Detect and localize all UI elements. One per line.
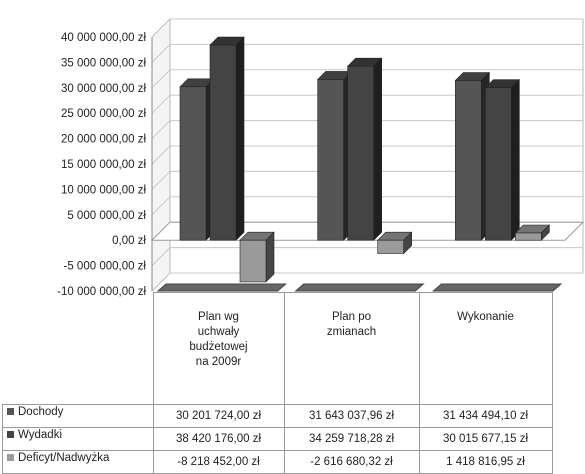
data-label: -2 616 680,32 zł xyxy=(283,450,420,474)
bar xyxy=(455,80,482,241)
legend-key-dochody xyxy=(7,408,14,416)
table-row-wydadki: Wydadki 38 420 176,00 zł 34 259 718,28 z… xyxy=(2,427,553,451)
table-row-dochody: Dochody 30 201 724,00 zł 31 643 037,96 z… xyxy=(2,404,553,428)
data-label: 31 643 037,96 zł xyxy=(283,404,420,428)
bar xyxy=(347,65,374,241)
row-header-deficyt: Deficyt/Nadwyżka xyxy=(2,450,154,474)
gridline xyxy=(151,69,583,89)
data-label: 34 259 718,28 zł xyxy=(283,427,420,451)
gridline xyxy=(151,170,583,190)
chart-svg: 40 000 000,00 zł 35 000 000,00 zł 30 000 0… xyxy=(57,17,585,298)
category-line: Plan po xyxy=(331,311,371,323)
category-line: Wykonanie xyxy=(457,311,514,323)
bar-side xyxy=(373,57,382,241)
category-line: Plan wg xyxy=(198,311,239,323)
y-tick-label: -5 000 000,00 zł xyxy=(64,261,147,273)
bar xyxy=(377,239,404,254)
series-name: Deficyt/Nadwyżka xyxy=(18,452,110,464)
table-category-header: Wykonanie xyxy=(418,292,553,405)
category-line: na 2009r xyxy=(195,356,242,368)
data-label: 30 201 724,00 zł xyxy=(152,404,285,428)
table-header-row: Plan wg uchwały budżetowej na 2009r Plan… xyxy=(3,292,553,405)
table-corner-cell xyxy=(3,293,154,405)
category-line: zmianach xyxy=(326,326,377,338)
legend-key-deficyt xyxy=(7,454,14,462)
gridline xyxy=(151,43,583,63)
series-name: Dochody xyxy=(18,406,64,418)
series-name: Wydadki xyxy=(18,429,62,441)
category-line: uchwały xyxy=(197,326,240,338)
bar xyxy=(209,44,237,241)
gridline xyxy=(151,145,583,165)
data-label: 1 418 816,95 zł xyxy=(418,450,553,474)
y-tick-label: -10 000 000,00 zł xyxy=(57,286,146,298)
floor-marker xyxy=(432,283,563,292)
category-line: budżetowej xyxy=(189,341,248,353)
y-tick-label: 30 000 000,00 zł xyxy=(61,83,146,95)
table-row-deficyt: Deficyt/Nadwyżka -8 218 452,00 zł -2 616… xyxy=(2,450,553,474)
data-label: 31 434 494,10 zł xyxy=(418,404,553,428)
data-table: Plan wg uchwały budżetowej na 2009r Plan… xyxy=(2,292,553,474)
y-tick-label: 5 000 000,00 zł xyxy=(67,210,146,222)
gridline xyxy=(151,196,583,216)
gridline xyxy=(151,120,583,139)
data-label: 30 015 677,15 zł xyxy=(418,427,553,451)
gridline xyxy=(151,18,583,38)
y-tick-label: 0,00 zł xyxy=(112,235,146,247)
row-header-dochody: Dochody xyxy=(2,404,154,428)
bar-side xyxy=(511,78,520,241)
gridline xyxy=(151,247,583,266)
y-tick-label: 25 000 000,00 zł xyxy=(61,108,146,120)
y-tick-label: 10 000 000,00 zł xyxy=(61,184,146,196)
data-label: -8 218 452,00 zł xyxy=(152,450,285,474)
row-header-wydadki: Wydadki xyxy=(2,427,154,451)
y-tick-label: 40 000 000,00 zł xyxy=(61,32,146,44)
table-category-header: Plan wg uchwały budżetowej na 2009r xyxy=(152,292,285,405)
bar xyxy=(515,232,542,241)
y-tick-label: 35 000 000,00 zł xyxy=(61,57,146,69)
bar-side xyxy=(265,231,275,283)
bar xyxy=(485,87,512,241)
table-category-header: Plan po zmianach xyxy=(283,292,420,405)
gridline xyxy=(151,272,583,292)
legend-key-wydadki xyxy=(7,431,14,439)
data-label: 38 420 176,00 zł xyxy=(152,427,285,451)
y-tick-label: 15 000 000,00 zł xyxy=(61,159,146,171)
y-tick-label: 20 000 000,00 zł xyxy=(61,134,146,146)
floor-marker xyxy=(294,283,425,292)
gridline xyxy=(151,94,583,114)
floor-marker xyxy=(156,283,287,292)
bar-side xyxy=(235,36,245,241)
bar xyxy=(317,79,344,241)
bar xyxy=(179,86,207,241)
bar xyxy=(239,239,267,283)
